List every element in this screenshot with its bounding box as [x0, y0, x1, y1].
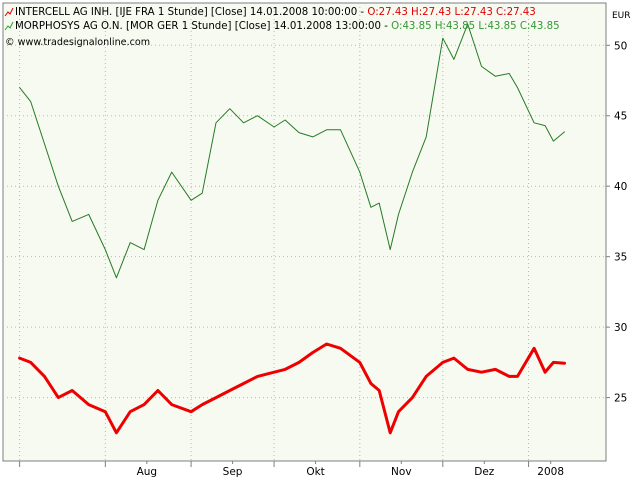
y-tick-label: 45: [614, 111, 627, 123]
x-tick-label: Okt: [306, 466, 324, 478]
legend-entry-morphosys[interactable]: MORPHOSYS AG O.N. [MOR GER 1 Stunde] [Cl…: [4, 21, 560, 32]
legend: INTERCELL AG INH. [IJE FRA 1 Stunde] [Cl…: [4, 7, 560, 48]
x-tick-label: 2008: [537, 466, 564, 478]
x-tick-label: Nov: [391, 466, 412, 478]
y-tick-label: 50: [614, 40, 627, 52]
y-tick-label: 30: [614, 322, 627, 334]
copyright-label: © www.tradesignalonline.com: [5, 37, 150, 48]
series-line-morphosys[interactable]: [19, 23, 565, 279]
grid-lines: [3, 3, 606, 461]
currency-label: EUR: [612, 11, 631, 21]
legend-prefix-intercell: INTERCELL AG INH. [IJE FRA 1 Stunde] [Cl…: [15, 7, 367, 18]
legend-label-intercell: INTERCELL AG INH. [IJE FRA 1 Stunde] [Cl…: [15, 7, 536, 18]
legend-icon-line: [4, 7, 14, 17]
legend-icon-line: [4, 21, 14, 31]
x-tick-label: Dez: [474, 466, 495, 478]
y-tick-label: 40: [614, 181, 627, 193]
line-chart-icon: [4, 7, 14, 17]
x-tick-label: Sep: [223, 466, 243, 478]
y-axis: 25 30 35 40 45 50: [606, 40, 627, 405]
legend-entry-intercell[interactable]: INTERCELL AG INH. [IJE FRA 1 Stunde] [Cl…: [4, 7, 536, 18]
legend-ohlc-intercell: O:27.43 H:27.43 L:27.43 C:27.43: [367, 7, 535, 18]
legend-label-morphosys: MORPHOSYS AG O.N. [MOR GER 1 Stunde] [Cl…: [15, 21, 560, 32]
y-tick-label: 25: [614, 393, 627, 405]
plot-area[interactable]: [2, 2, 607, 462]
line-chart-icon: [4, 21, 14, 31]
legend-prefix-morphosys: MORPHOSYS AG O.N. [MOR GER 1 Stunde] [Cl…: [15, 21, 391, 32]
series-layer: [18, 23, 566, 435]
legend-ohlc-morphosys: O:43.85 H:43.85 L:43.85 C:43.85: [391, 21, 559, 32]
series-line-intercell[interactable]: [18, 342, 566, 435]
x-tick-label: Aug: [137, 466, 158, 478]
y-tick-label: 35: [614, 252, 627, 264]
x-axis: Aug Sep Okt Nov Dez 2008: [19, 461, 564, 478]
